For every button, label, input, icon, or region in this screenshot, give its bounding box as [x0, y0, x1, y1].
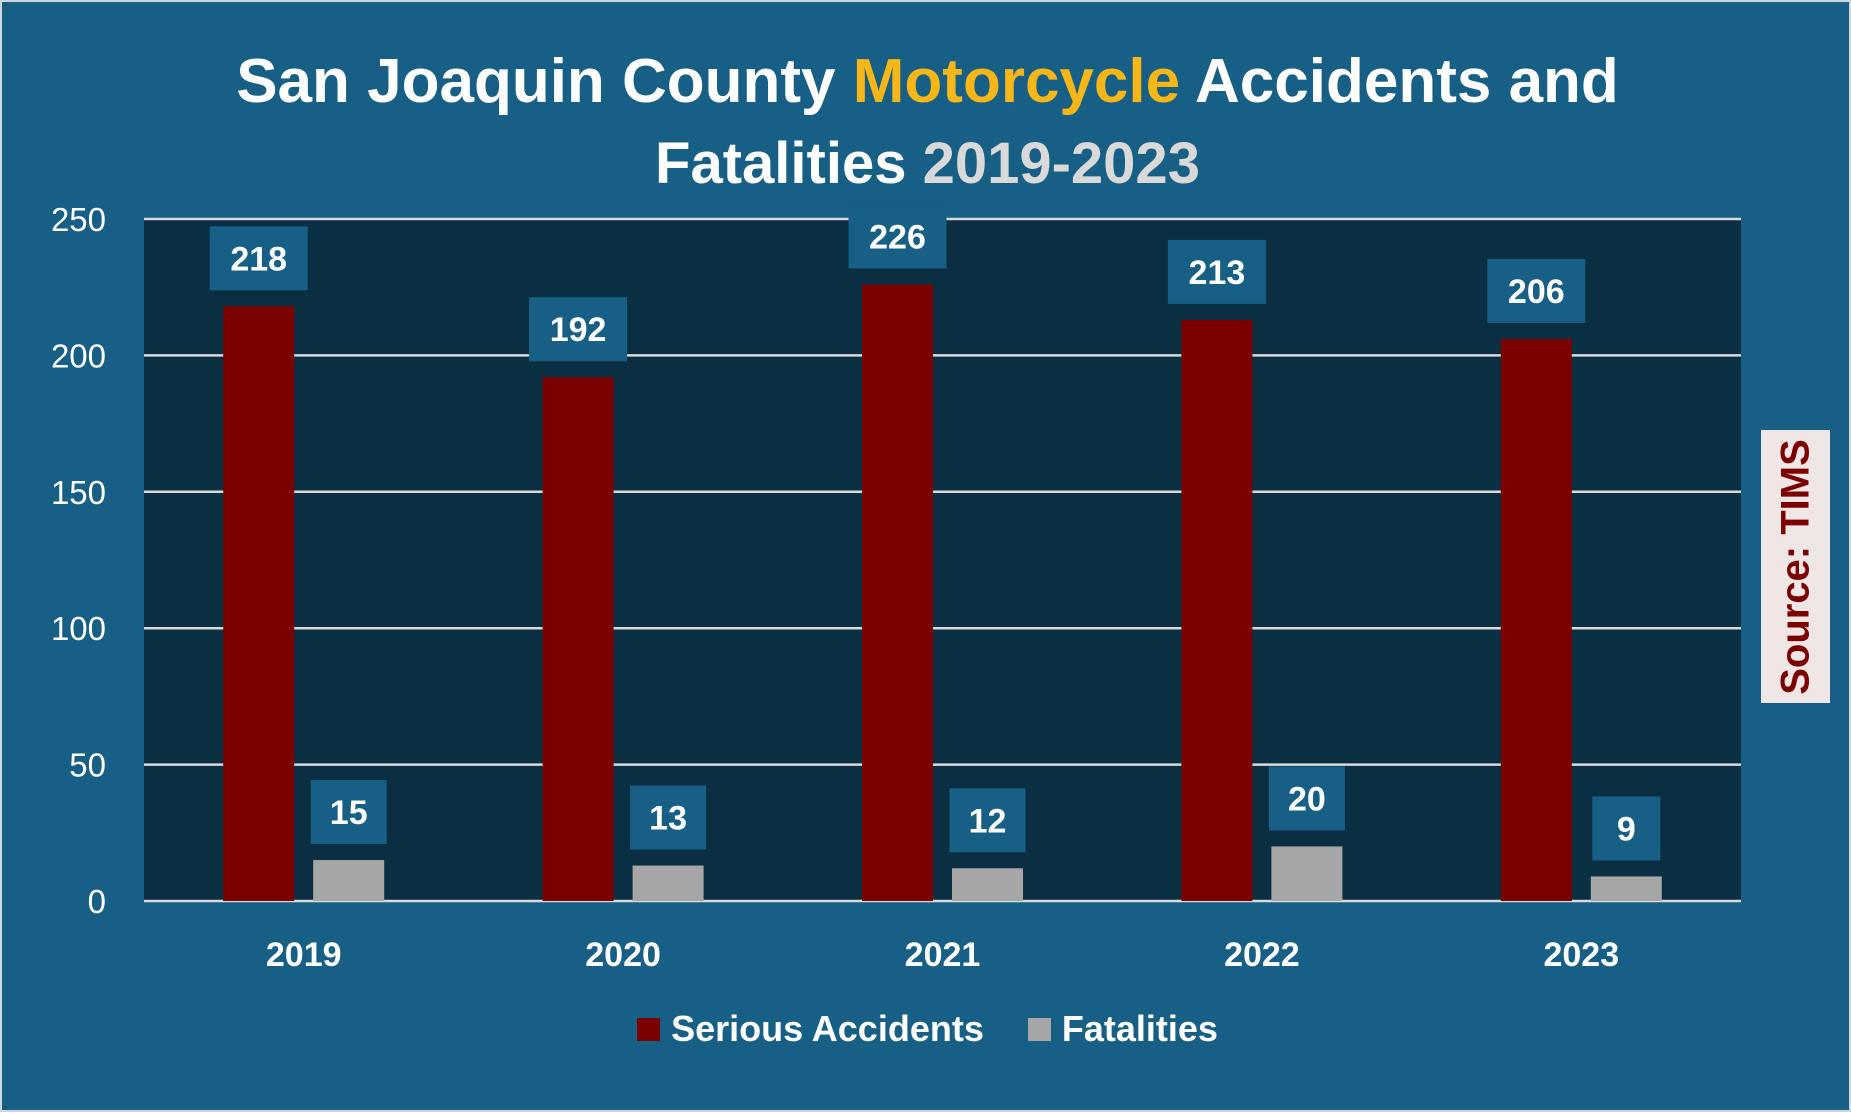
- data-label-box: [949, 788, 1026, 853]
- bar-serious: [862, 284, 933, 901]
- bar-serious: [223, 306, 295, 901]
- data-label: 15: [330, 794, 368, 832]
- bar-serious: [1500, 339, 1572, 902]
- data-label: 9: [1617, 810, 1636, 848]
- legend-label-serious: Serious Accidents: [671, 1008, 984, 1049]
- y-tick-label: 100: [51, 610, 106, 647]
- legend-label-fatalities: Fatalities: [1061, 1008, 1218, 1049]
- title-highlight: Motorcycle: [852, 47, 1181, 116]
- data-label: 13: [649, 800, 687, 838]
- x-tick-label: 2022: [1224, 936, 1300, 974]
- bar-fatalities: [1271, 846, 1343, 901]
- data-label: 12: [969, 802, 1007, 840]
- bar-fatalities: [632, 865, 704, 901]
- y-tick-label: 50: [69, 747, 106, 784]
- chart-title-line-2: Fatalities 2019-2023: [2, 130, 1851, 197]
- x-tick-label: 2019: [266, 936, 342, 974]
- x-tick-label: 2020: [585, 936, 661, 974]
- data-label-box: [630, 785, 707, 850]
- title-line2-years: 2019-2023: [922, 131, 1200, 196]
- data-label: 218: [230, 240, 287, 278]
- bar-fatalities: [313, 860, 385, 901]
- data-label-box: [1268, 766, 1345, 831]
- legend-swatch-fatalities: [1027, 1017, 1051, 1041]
- data-label-box: [848, 204, 947, 269]
- bar-fatalities: [952, 868, 1023, 901]
- source-box: Source: TIMS: [1761, 430, 1830, 703]
- legend-item-fatalities: Fatalities: [1027, 1008, 1218, 1050]
- bar-serious: [542, 377, 614, 901]
- y-tick-label: 0: [88, 883, 106, 920]
- data-label-box: [1592, 796, 1661, 861]
- data-label: 20: [1288, 780, 1326, 818]
- data-label: 206: [1508, 273, 1565, 311]
- y-tick-label: 200: [51, 337, 106, 374]
- data-label-box: [310, 780, 387, 845]
- legend: Serious Accidents Fatalities: [2, 1008, 1851, 1050]
- y-tick-label: 250: [51, 201, 106, 238]
- data-label-box: [1167, 239, 1266, 304]
- legend-swatch-serious: [637, 1017, 661, 1041]
- x-tick-label: 2023: [1543, 936, 1619, 974]
- data-label: 213: [1189, 254, 1246, 292]
- title-line2-main: Fatalities: [655, 131, 923, 196]
- x-tick-label: 2021: [905, 936, 981, 974]
- data-label-box: [1487, 259, 1586, 324]
- data-label: 192: [550, 311, 607, 349]
- legend-item-serious: Serious Accidents: [637, 1008, 984, 1050]
- source-label: Source: TIMS: [1773, 438, 1817, 695]
- bar-fatalities: [1590, 876, 1662, 901]
- data-label: 226: [869, 218, 926, 256]
- data-label-box: [529, 297, 628, 362]
- chart-title-line-1: San Joaquin County Motorcycle Accidents …: [2, 46, 1851, 117]
- plot-area: [144, 219, 1741, 901]
- y-tick-label: 150: [51, 474, 106, 511]
- title-part-2: Accidents and: [1180, 47, 1619, 116]
- title-part-1: San Joaquin County: [236, 47, 853, 116]
- bar-serious: [1181, 319, 1253, 901]
- data-label-box: [209, 226, 308, 291]
